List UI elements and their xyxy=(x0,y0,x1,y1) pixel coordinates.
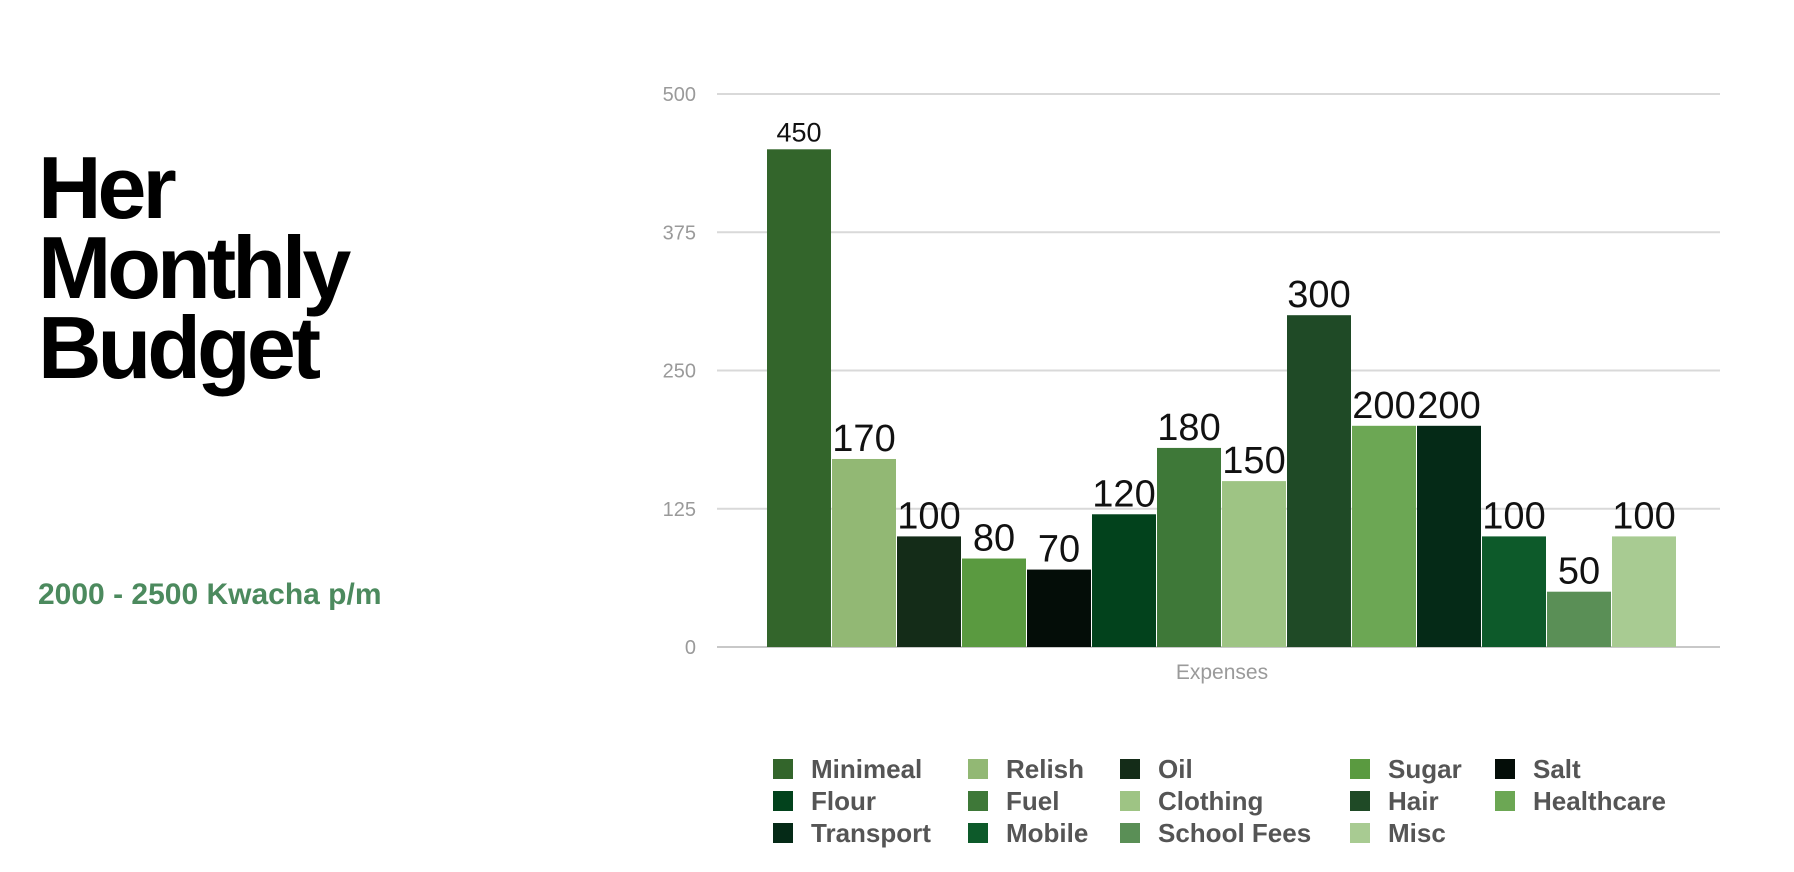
legend-item-hair: Hair xyxy=(1350,786,1439,816)
data-label: 150 xyxy=(1222,440,1285,482)
legend-item-school-fees: School Fees xyxy=(1120,818,1311,848)
data-label: 200 xyxy=(1417,385,1480,427)
bar-clothing xyxy=(1222,481,1286,647)
page-title: Her Monthly Budget xyxy=(38,138,518,397)
legend-label: Fuel xyxy=(1006,786,1059,816)
legend-swatch xyxy=(1350,759,1370,779)
bars xyxy=(767,149,1676,648)
legend-label: Flour xyxy=(811,786,876,816)
legend-label: Minimeal xyxy=(811,754,922,784)
legend-item-salt: Salt xyxy=(1495,754,1581,784)
bar-relish xyxy=(832,458,896,647)
bar-fuel xyxy=(1157,447,1221,647)
data-label: 180 xyxy=(1157,407,1220,449)
data-label: 200 xyxy=(1352,385,1415,427)
y-tick-label: 125 xyxy=(663,499,696,521)
legend-label: Oil xyxy=(1158,754,1193,784)
bar-transport xyxy=(1417,425,1481,647)
data-label: 450 xyxy=(776,117,821,147)
legend-swatch xyxy=(1350,791,1370,811)
legend-label: Clothing xyxy=(1158,786,1263,816)
legend: Minimeal Relish Oil Sugar Salt Flour Fuel Cloth… xyxy=(773,754,1666,848)
bar-flour xyxy=(1092,514,1156,647)
legend-item-sugar: Sugar xyxy=(1350,754,1462,784)
legend-item-misc: Misc xyxy=(1350,818,1446,848)
bar-minimeal xyxy=(767,149,831,648)
legend-swatch xyxy=(1120,759,1140,779)
legend-item-fuel: Fuel xyxy=(968,786,1059,816)
bar-hair xyxy=(1287,315,1351,647)
data-label: 50 xyxy=(1558,551,1600,593)
legend-item-mobile: Mobile xyxy=(968,818,1088,848)
legend-item-minimeal: Minimeal xyxy=(773,754,922,784)
y-tick-label: 250 xyxy=(663,361,696,383)
legend-swatch xyxy=(968,759,988,779)
y-tick-label: 375 xyxy=(663,222,696,244)
budget-range-subtitle: 2000 - 2500 Kwacha p/m xyxy=(38,578,382,611)
legend-swatch xyxy=(1495,759,1515,779)
legend-label: Mobile xyxy=(1006,818,1088,848)
bar-sugar xyxy=(962,558,1026,647)
legend-swatch xyxy=(773,823,793,843)
legend-swatch xyxy=(1350,823,1370,843)
legend-item-transport: Transport xyxy=(773,818,931,848)
legend-label: Misc xyxy=(1388,818,1446,848)
bar-misc xyxy=(1612,536,1676,647)
data-label: 120 xyxy=(1092,473,1155,515)
legend-label: Healthcare xyxy=(1533,786,1666,816)
legend-swatch xyxy=(1120,823,1140,843)
title-line-2: Monthly xyxy=(38,218,351,317)
bar-school-fees xyxy=(1547,591,1611,647)
bar-salt xyxy=(1027,569,1091,647)
y-tick-label: 0 xyxy=(685,637,696,659)
legend-swatch xyxy=(968,823,988,843)
data-label: 100 xyxy=(1482,495,1545,537)
x-axis-title: Expenses xyxy=(1176,661,1268,684)
legend-label: Hair xyxy=(1388,786,1439,816)
bar-oil xyxy=(897,536,961,647)
data-label: 70 xyxy=(1038,529,1080,571)
y-tick-label: 500 xyxy=(663,84,696,106)
legend-item-clothing: Clothing xyxy=(1120,786,1263,816)
legend-item-healthcare: Healthcare xyxy=(1495,786,1666,816)
legend-swatch xyxy=(968,791,988,811)
data-label: 100 xyxy=(1612,495,1675,537)
legend-item-flour: Flour xyxy=(773,786,876,816)
title-line-3: Budget xyxy=(38,298,321,397)
legend-label: Relish xyxy=(1006,754,1084,784)
legend-label: Transport xyxy=(811,818,931,848)
legend-label: School Fees xyxy=(1158,818,1311,848)
data-label: 100 xyxy=(897,495,960,537)
legend-swatch xyxy=(773,759,793,779)
title-line-1: Her xyxy=(38,138,177,237)
bar-healthcare xyxy=(1352,425,1416,647)
data-label: 300 xyxy=(1287,274,1350,316)
data-label: 80 xyxy=(973,518,1015,560)
legend-label: Sugar xyxy=(1388,754,1462,784)
data-label: 170 xyxy=(832,418,895,460)
legend-swatch xyxy=(1120,791,1140,811)
legend-item-oil: Oil xyxy=(1120,754,1193,784)
bar-mobile xyxy=(1482,536,1546,647)
legend-swatch xyxy=(773,791,793,811)
legend-swatch xyxy=(1495,791,1515,811)
legend-label: Salt xyxy=(1533,754,1581,784)
legend-item-relish: Relish xyxy=(968,754,1084,784)
